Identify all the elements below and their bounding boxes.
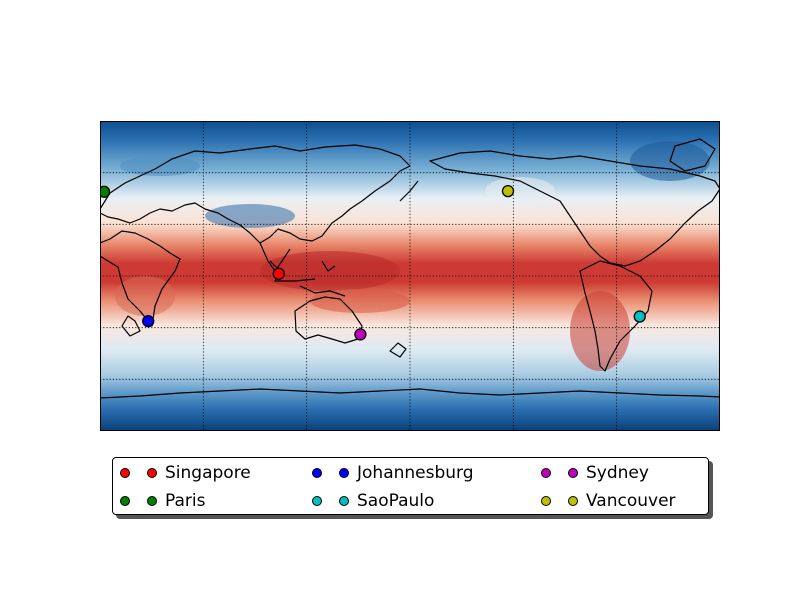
legend-marker (120, 496, 130, 506)
legend-marker (120, 468, 130, 478)
map-panel (100, 121, 720, 431)
city-marker-paris (100, 185, 111, 198)
legend-label: Singapore (165, 463, 251, 483)
legend-marker (568, 468, 578, 478)
city-marker-sydney (354, 328, 367, 341)
legend-marker (541, 496, 551, 506)
legend-entry: Paris (120, 491, 205, 511)
legend-entry: Johannesburg (312, 463, 474, 483)
graticule (100, 121, 720, 431)
legend-marker (147, 496, 157, 506)
city-marker-vancouver (501, 184, 515, 198)
legend-marker (312, 468, 322, 478)
legend-marker (339, 496, 349, 506)
legend-marker (147, 468, 157, 478)
legend-label: SaoPaulo (357, 491, 435, 511)
legend-entry: Sydney (541, 463, 649, 483)
legend-label: Johannesburg (357, 463, 474, 483)
city-marker-johannesburg (142, 314, 155, 328)
city-markers (100, 184, 646, 341)
city-marker-singapore (272, 267, 285, 280)
coastlines (100, 138, 720, 399)
world-map (100, 121, 720, 431)
legend-entry: Singapore (120, 463, 251, 483)
legend-marker (568, 496, 578, 506)
city-marker-saopaulo (633, 310, 646, 323)
legend-label: Vancouver (586, 491, 676, 511)
legend: Singapore Johannesburg Sydney Paris SaoP… (112, 457, 709, 515)
legend-marker (339, 468, 349, 478)
legend-entry: Vancouver (541, 491, 676, 511)
legend-marker (541, 468, 551, 478)
legend-entry: SaoPaulo (312, 491, 434, 511)
legend-marker (312, 496, 322, 506)
legend-label: Paris (165, 491, 206, 511)
legend-label: Sydney (586, 463, 649, 483)
map-border (100, 121, 720, 431)
